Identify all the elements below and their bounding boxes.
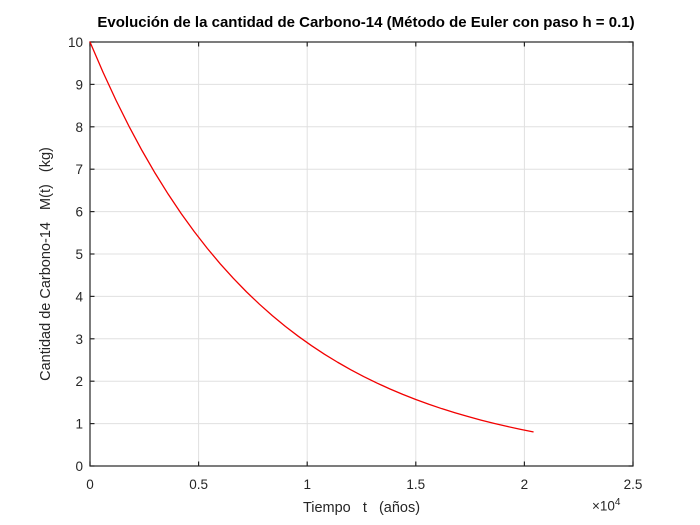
x-axis-exponent-label: ×104 <box>592 497 620 514</box>
x-tick-label: 0 <box>86 477 94 492</box>
x-tick-label: 1.5 <box>406 477 425 492</box>
y-tick-label: 6 <box>75 205 83 220</box>
x-tick-label: 2 <box>521 477 529 492</box>
x-tick-label: 0.5 <box>189 477 208 492</box>
exponent-base: ×10 <box>592 498 615 514</box>
exponent-power: 4 <box>614 497 621 508</box>
y-axis-label: Cantidad de Carbono-14 M(t) (kg) <box>38 147 54 381</box>
chart-title: Evolución de la cantidad de Carbono-14 (… <box>97 14 635 31</box>
x-tick-label: 1 <box>303 477 311 492</box>
y-tick-label: 10 <box>68 35 83 50</box>
x-axis-label: Tiempo t (años) <box>302 500 421 516</box>
y-tick-label: 2 <box>75 374 83 389</box>
y-tick-label: 0 <box>75 459 83 474</box>
y-tick-label: 1 <box>75 417 83 432</box>
x-tick-label: 2.5 <box>624 477 643 492</box>
y-tick-label: 4 <box>75 289 83 304</box>
plot-box <box>89 41 634 467</box>
y-tick-label: 7 <box>75 162 83 177</box>
y-tick-label: 8 <box>75 120 83 135</box>
y-tick-label: 5 <box>75 247 83 262</box>
y-tick-label: 3 <box>75 332 83 347</box>
data-line-carbon14 <box>89 41 534 433</box>
y-tick-label: 9 <box>75 77 83 92</box>
